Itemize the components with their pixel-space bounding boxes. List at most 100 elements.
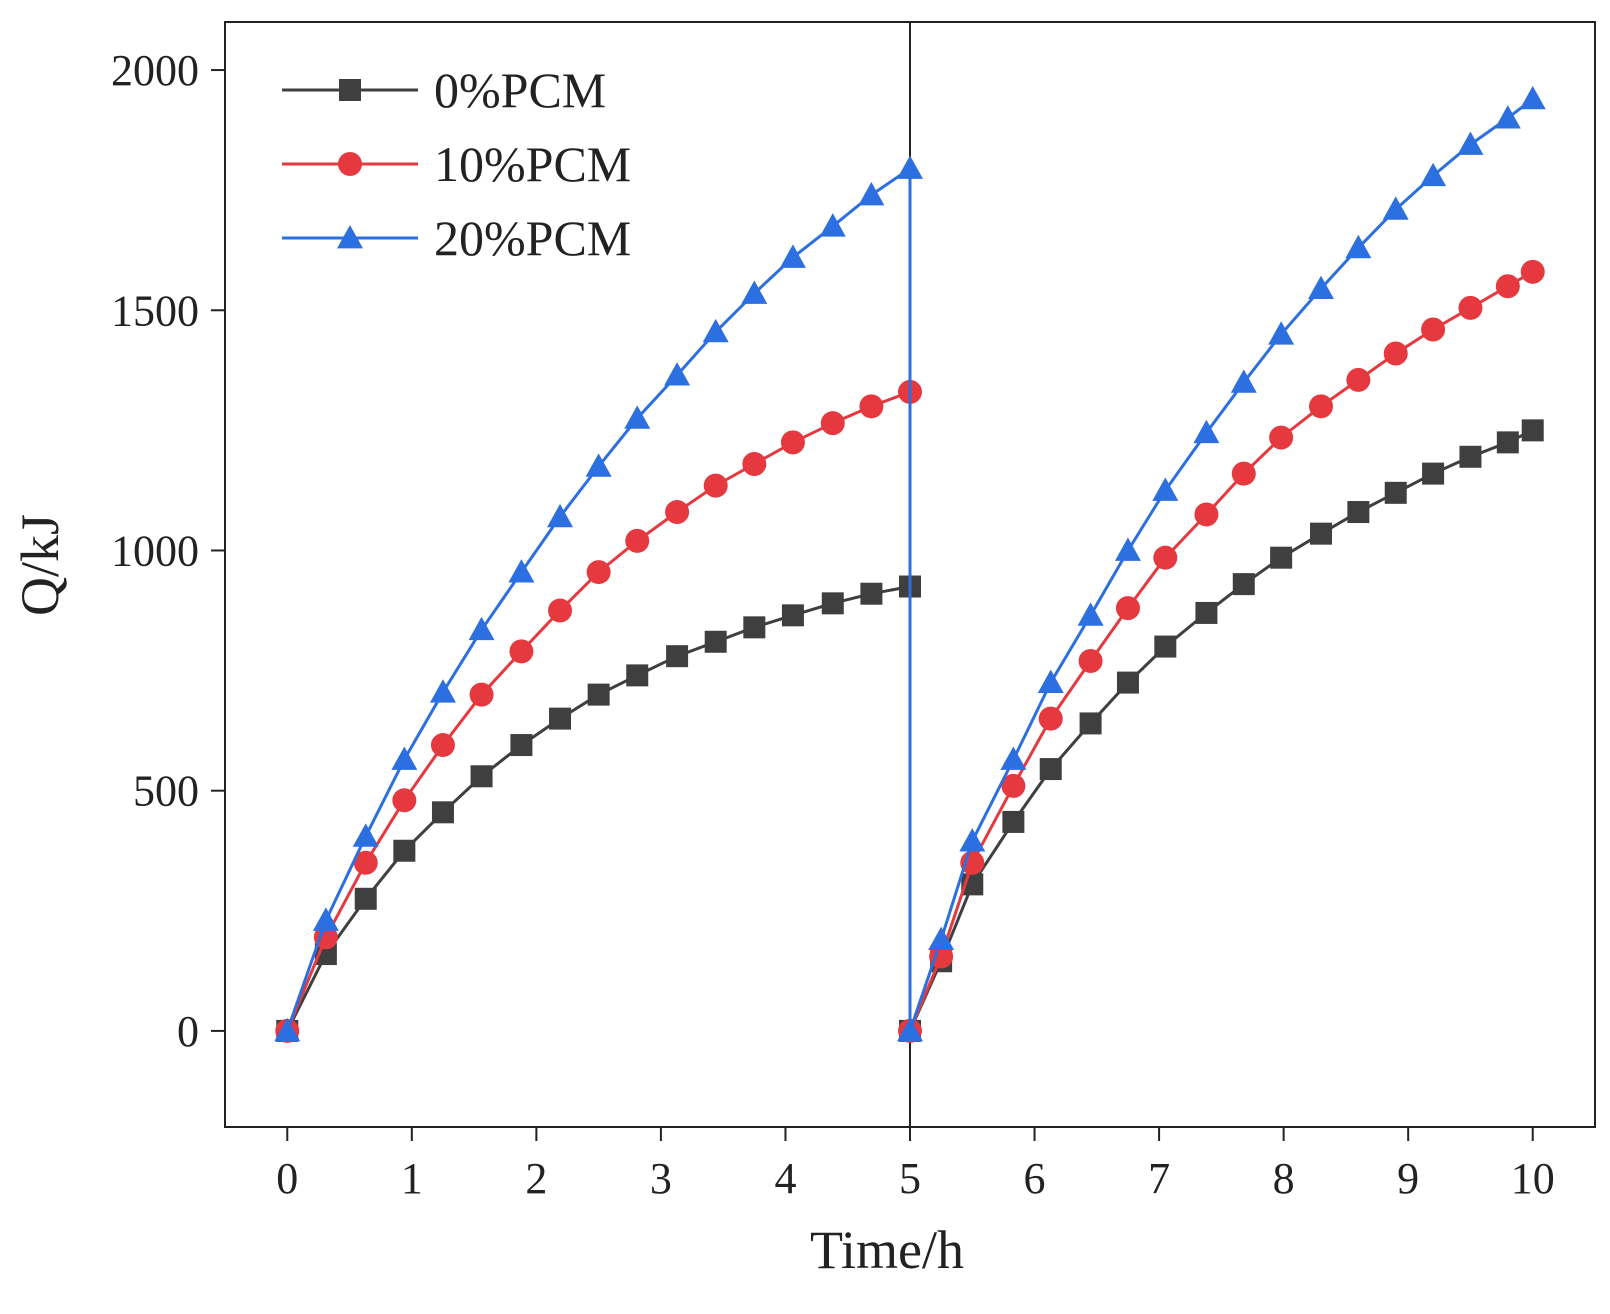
legend-label-10pct-pcm: 10%PCM xyxy=(434,136,631,192)
data-point-20pct-pcm xyxy=(1457,131,1484,155)
data-point-10pct-pcm xyxy=(1231,461,1256,486)
legend: 0%PCM 10%PCM 20%PCM xyxy=(282,62,631,266)
data-point-10pct-pcm xyxy=(625,528,650,553)
data-point-0pct-pcm xyxy=(821,592,844,615)
data-point-0pct-pcm xyxy=(1154,635,1177,658)
data-point-20pct-pcm xyxy=(312,907,339,931)
data-point-10pct-pcm xyxy=(1153,545,1178,570)
data-point-20pct-pcm xyxy=(1382,196,1409,220)
data-point-0pct-pcm xyxy=(587,683,610,706)
data-point-0pct-pcm xyxy=(860,582,883,605)
data-point-0pct-pcm xyxy=(1039,758,1062,781)
legend-item-20pct-pcm: 20%PCM xyxy=(282,210,631,266)
data-point-20pct-pcm xyxy=(1308,275,1334,300)
data-point-10pct-pcm xyxy=(353,850,378,875)
data-point-10pct-pcm xyxy=(313,925,338,950)
data-point-0pct-pcm xyxy=(1384,481,1407,504)
data-point-10pct-pcm xyxy=(469,682,494,707)
series-20pct-pcm xyxy=(274,85,1546,1042)
data-point-10pct-pcm xyxy=(665,500,690,525)
data-point-0pct-pcm xyxy=(626,664,649,687)
data-point-20pct-pcm xyxy=(664,362,691,386)
legend-label-20pct-pcm: 20%PCM xyxy=(434,210,631,266)
data-point-0pct-pcm xyxy=(470,765,493,788)
x-tick-label: 5 xyxy=(899,1154,921,1203)
data-point-20pct-pcm xyxy=(897,1017,923,1042)
data-point-0pct-pcm xyxy=(1521,419,1544,442)
data-point-0pct-pcm xyxy=(1310,522,1332,545)
data-point-20pct-pcm xyxy=(928,926,955,951)
data-point-10pct-pcm xyxy=(929,944,954,969)
data-point-0pct-pcm xyxy=(510,734,533,757)
legend-marker-0pct-pcm xyxy=(339,79,361,101)
data-point-20pct-pcm xyxy=(429,679,456,703)
y-tick-label: 1000 xyxy=(111,526,199,575)
data-point-0pct-pcm xyxy=(1422,462,1445,485)
data-point-20pct-pcm xyxy=(391,746,418,770)
data-point-10pct-pcm xyxy=(1495,274,1520,299)
data-point-20pct-pcm xyxy=(779,244,806,268)
x-tick-label: 1 xyxy=(401,1154,423,1203)
x-tick-label: 3 xyxy=(650,1154,672,1203)
data-point-0pct-pcm xyxy=(666,645,689,668)
x-tick-label: 2 xyxy=(525,1154,547,1203)
data-point-20pct-pcm xyxy=(1494,105,1521,129)
data-point-10pct-pcm xyxy=(1309,394,1333,419)
data-point-20pct-pcm xyxy=(274,1017,301,1042)
data-point-10pct-pcm xyxy=(392,788,417,813)
data-point-20pct-pcm xyxy=(468,616,495,641)
data-point-20pct-pcm xyxy=(702,318,729,343)
data-point-10pct-pcm xyxy=(820,411,845,436)
data-point-0pct-pcm xyxy=(549,707,572,730)
data-point-20pct-pcm xyxy=(1000,746,1027,770)
data-point-0pct-pcm xyxy=(431,801,454,824)
data-point-0pct-pcm xyxy=(1459,445,1482,468)
data-point-20pct-pcm xyxy=(858,181,885,206)
data-point-20pct-pcm xyxy=(585,453,612,477)
data-point-10pct-pcm xyxy=(703,473,728,498)
legend-label-0pct-pcm: 0%PCM xyxy=(434,62,606,118)
data-point-20pct-pcm xyxy=(1268,321,1295,345)
legend-marker-20pct-pcm xyxy=(337,225,363,249)
data-point-20pct-pcm xyxy=(1230,369,1257,393)
x-axis-title: Time/h xyxy=(810,1220,964,1280)
data-point-10pct-pcm xyxy=(430,733,455,758)
data-point-20pct-pcm xyxy=(741,280,768,304)
data-point-20pct-pcm xyxy=(819,213,846,237)
data-point-0pct-pcm xyxy=(1195,601,1218,624)
data-point-20pct-pcm xyxy=(959,828,986,852)
data-point-20pct-pcm xyxy=(547,503,574,528)
data-point-10pct-pcm xyxy=(1520,259,1545,284)
y-tick-label: 500 xyxy=(133,767,199,816)
y-tick-label: 0 xyxy=(177,1007,199,1056)
data-point-20pct-pcm xyxy=(1077,602,1104,626)
data-point-10pct-pcm xyxy=(1194,502,1219,527)
data-point-10pct-pcm xyxy=(859,394,884,419)
data-point-20pct-pcm xyxy=(624,405,651,429)
data-point-10pct-pcm xyxy=(1115,596,1140,621)
data-point-10pct-pcm xyxy=(1458,295,1483,320)
data-point-0pct-pcm xyxy=(1347,501,1370,524)
x-tick-label: 9 xyxy=(1397,1154,1419,1203)
y-tick-label: 1500 xyxy=(111,286,199,335)
x-tick-label: 7 xyxy=(1148,1154,1170,1203)
data-point-10pct-pcm xyxy=(1383,341,1408,366)
data-point-10pct-pcm xyxy=(1421,317,1446,342)
data-point-20pct-pcm xyxy=(897,155,923,179)
x-tick-label: 4 xyxy=(774,1154,796,1203)
data-point-10pct-pcm xyxy=(1269,425,1294,450)
x-tick-label: 10 xyxy=(1511,1154,1555,1203)
ticks-group: 0 1 2 3 4 5 6 7 8 9 10 0 500 1000 1500 2000 xyxy=(111,46,1555,1203)
data-point-0pct-pcm xyxy=(1079,712,1102,735)
legend-marker-10pct-pcm xyxy=(338,152,362,176)
data-point-10pct-pcm xyxy=(586,560,611,585)
data-point-10pct-pcm xyxy=(1078,648,1103,673)
data-point-0pct-pcm xyxy=(1002,810,1025,833)
data-point-0pct-pcm xyxy=(1496,431,1519,454)
data-point-0pct-pcm xyxy=(354,887,377,910)
data-point-20pct-pcm xyxy=(1420,162,1447,187)
data-point-20pct-pcm xyxy=(1193,419,1220,444)
data-point-20pct-pcm xyxy=(352,823,379,847)
